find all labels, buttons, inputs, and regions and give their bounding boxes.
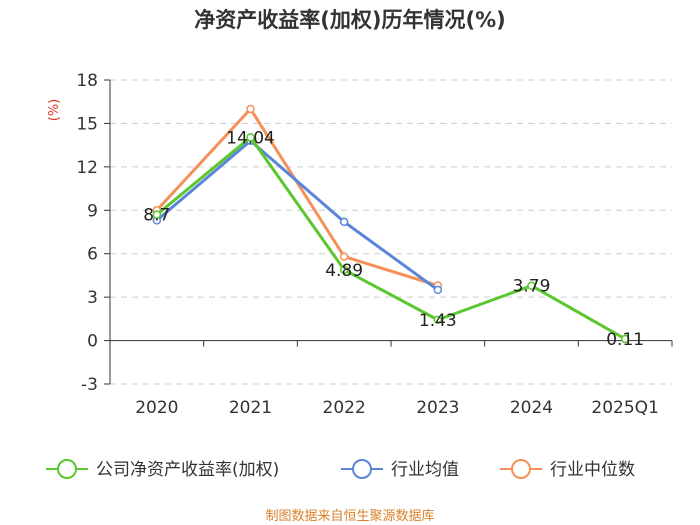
- data-point: [433, 315, 443, 325]
- x-tick-label: 2023: [416, 398, 459, 418]
- legend-label: 公司净资产收益率(加权): [96, 460, 279, 480]
- data-point: [527, 281, 536, 290]
- data-label: 4.89: [325, 261, 363, 281]
- data-label: 14.04: [226, 128, 275, 148]
- data-point: [339, 252, 349, 261]
- data-point: [246, 133, 255, 142]
- y-tick-label: 3: [87, 288, 98, 308]
- legend-swatch-marker: [352, 459, 372, 479]
- x-tick-label: 2025Q1: [591, 398, 658, 418]
- data-point: [433, 285, 443, 295]
- data-point: [339, 265, 349, 275]
- legend-label: 行业均值: [391, 460, 459, 480]
- y-axis-label: (%): [47, 99, 62, 122]
- data-label: 8.7: [143, 206, 170, 226]
- y-tick-label: 0: [87, 332, 98, 352]
- data-label: 1.43: [419, 311, 457, 331]
- series-line-0: [155, 135, 626, 341]
- data-label: 0.11: [606, 330, 644, 350]
- y-tick-label: 6: [87, 245, 98, 265]
- data-point: [152, 210, 162, 219]
- y-tick-label: 9: [87, 201, 98, 221]
- y-tick-label: 18: [76, 71, 98, 91]
- series-lines: [152, 104, 630, 344]
- axes: -3 0 3 6 9 12 15 18 2020 2021 2022 2023 2024 2025Q1: [76, 71, 673, 418]
- data-label: 3.79: [513, 277, 551, 297]
- legend-swatch-marker: [511, 459, 531, 479]
- data-labels: 8.7 14.04 4.89 1.43 3.79 0.11: [143, 128, 644, 350]
- x-tick-label: 2024: [510, 398, 553, 418]
- y-tick-label: 12: [76, 158, 98, 178]
- x-tick-label: 2022: [323, 398, 366, 418]
- series-line-1: [155, 139, 439, 292]
- legend: 公司净资产收益率(加权) 行业均值 行业中位数: [46, 459, 635, 480]
- legend-label: 行业中位数: [550, 460, 635, 480]
- data-point: [246, 104, 255, 114]
- data-point: [339, 217, 349, 227]
- chart-title: 净资产收益率(加权)历年情况(%): [194, 8, 505, 32]
- source-note: 制图数据来自恒生聚源数据库: [265, 508, 434, 524]
- y-tick-label: -3: [81, 375, 98, 395]
- y-tick-label: 15: [76, 114, 98, 134]
- x-tick-label: 2020: [135, 398, 178, 418]
- grid-lines: [110, 79, 672, 385]
- legend-swatch-marker: [57, 459, 77, 479]
- data-point: [620, 334, 630, 344]
- x-tick-label: 2021: [229, 398, 272, 418]
